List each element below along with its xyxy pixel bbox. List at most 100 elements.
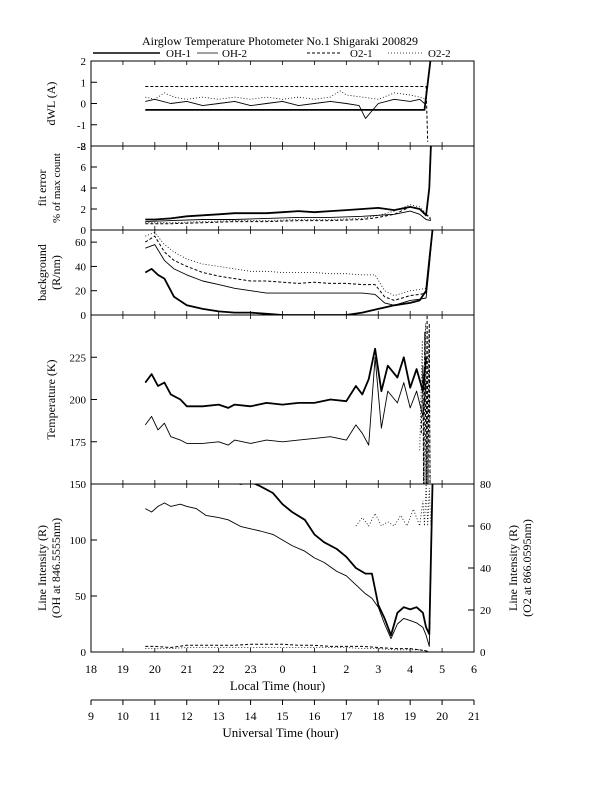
local-time-tick-label: 20: [149, 662, 161, 676]
fiterror-frame: [90, 145, 475, 231]
intensity-series-oh-1: [235, 484, 434, 637]
temperature-series-oh-2: [144, 356, 427, 446]
legend: OH-1 OH-2 O2-1 O2-2: [93, 48, 451, 60]
background-ytick-label: 20: [75, 286, 87, 298]
background-series-o2-2: [145, 230, 433, 296]
intensity-ytick-right-label: 60: [480, 521, 492, 533]
universal-time-tick-label: 14: [245, 709, 257, 723]
temperature-ylabel: Temperature (K): [44, 359, 58, 439]
chart-title: Airglow Temperature Photometer No.1 Shig…: [142, 34, 418, 48]
universal-time-tick-label: 10: [117, 709, 129, 723]
background-ytick-label: 0: [81, 310, 87, 322]
legend-label-o2-2: O2-2: [428, 48, 451, 60]
dwl-series-oh-2: [145, 98, 425, 119]
temperature-ytick-label: 225: [70, 352, 87, 364]
intensity-series-o2-2: [145, 647, 430, 652]
local-time-tick-label: 22: [213, 662, 225, 676]
fiterror-ylabel: fit error: [35, 170, 49, 207]
intensity-ytick-label: 50: [75, 591, 87, 603]
fiterror-ytick-label: 2: [81, 204, 87, 216]
intensity-ylabel: Line Intensity (R): [35, 525, 49, 611]
intensity-frame: [90, 483, 475, 653]
dwl-ytick-label: 2: [81, 56, 87, 68]
panel-dwl: -2 -1 0 1 2 dWL (A): [44, 56, 475, 153]
local-time-tick-label: 2: [343, 662, 349, 676]
intensity-ylabel-2: (OH at 846.5555nm): [49, 518, 63, 618]
temperature-frame: [90, 314, 475, 485]
universal-time-tick-label: 20: [436, 709, 448, 723]
universal-time-tick-label: 16: [308, 709, 320, 723]
panel-background: 0 20 40 60 background (R/nm): [35, 229, 475, 322]
universal-time-tick-label: 12: [181, 709, 193, 723]
background-frame: [90, 229, 475, 316]
temperature-series-oh-1: [144, 347, 427, 409]
dwl-series-o2-2: [145, 90, 427, 100]
local-time-tick-label: 0: [280, 662, 286, 676]
local-time-tick-label: 21: [181, 662, 193, 676]
intensity-ytick-right-label: 0: [480, 647, 486, 659]
dwl-series: [145, 61, 432, 142]
intensity-series-o2-1: [145, 643, 430, 652]
fiterror-series-oh-2: [145, 210, 432, 223]
local-time-tick-label: 3: [375, 662, 381, 676]
temperature-ytick-label: 200: [70, 395, 87, 407]
legend-label-oh2: OH-2: [222, 48, 247, 60]
universal-time-tick-label: 19: [404, 709, 416, 723]
universal-time-tick-label: 18: [372, 709, 384, 723]
intensity-ytick-label: 100: [70, 535, 87, 547]
universal-time-tick-label: 17: [340, 709, 352, 723]
local-time-tick-label: 18: [85, 662, 97, 676]
fiterror-series: [145, 146, 432, 225]
fiterror-ytick-label: 0: [81, 225, 87, 237]
universal-time-tick-label: 15: [277, 709, 289, 723]
universal-time-tick-label: 9: [88, 709, 94, 723]
temperature-series: [144, 315, 432, 484]
local-time-tick-label: 23: [245, 662, 257, 676]
intensity-series-oh-2: [145, 484, 433, 647]
background-series-oh-1: [144, 230, 434, 315]
dwl-series-oh-1: [145, 61, 432, 111]
universal-time-tick-label: 21: [468, 709, 480, 723]
local-time-axis-label: Local Time (hour): [230, 678, 325, 693]
background-series-o2-1: [145, 230, 433, 301]
intensity-ytick-right-label: 40: [480, 563, 492, 575]
universal-time-tick-label: 13: [213, 709, 225, 723]
dwl-ytick-label: 0: [81, 99, 87, 111]
panel-temperature: 175 200 225 Temperature (K): [44, 314, 475, 485]
legend-label-oh1: OH-1: [166, 48, 191, 60]
temperature-series-o2-1: [420, 315, 431, 484]
local-time-tick-label: 19: [117, 662, 129, 676]
intensity-ytick-label: 0: [81, 647, 87, 659]
intensity-ytick-right-label: 80: [480, 479, 492, 491]
fiterror-ytick-label: 6: [81, 162, 87, 174]
local-time-tick-label: 6: [471, 662, 477, 676]
background-ylabel: background: [35, 244, 49, 301]
fiterror-ytick-label: 8: [81, 141, 87, 153]
intensity-o2-noise: [355, 484, 432, 527]
intensity-ylabel-right-2: (O2 at 866.0595nm): [520, 519, 534, 617]
dwl-ytick-label: 1: [81, 77, 87, 89]
dwl-ytick-label: -1: [77, 120, 86, 132]
temperature-ytick-label: 175: [70, 437, 87, 449]
background-series: [144, 230, 434, 315]
fiterror-ytick-label: 4: [81, 183, 87, 195]
local-time-tick-label: 4: [407, 662, 413, 676]
universal-time-tick-label: 11: [149, 709, 161, 723]
dwl-frame: [90, 60, 475, 147]
dwl-ytick-label: -2: [77, 141, 86, 153]
intensity-series: [145, 484, 434, 652]
legend-label-o2-1: O2-1: [350, 48, 373, 60]
intensity-ylabel-right: Line Intensity (R): [506, 525, 520, 611]
local-time-tick-label: 5: [439, 662, 445, 676]
local-time-tick-label: 1: [311, 662, 317, 676]
intensity-ytick-right-label: 20: [480, 605, 492, 617]
fiterror-ylabel-2: % of max count: [51, 153, 63, 223]
fiterror-series-oh-1: [145, 146, 432, 221]
dwl-ylabel: dWL (A): [44, 82, 58, 126]
dwl-series-o2-1: [145, 86, 429, 142]
panel-fiterror: 0 2 4 6 8 fit error% of max count: [35, 141, 475, 237]
intensity-ytick-label: 150: [70, 479, 87, 491]
background-ytick-label: 40: [75, 261, 87, 273]
background-series-oh-2: [145, 230, 433, 306]
